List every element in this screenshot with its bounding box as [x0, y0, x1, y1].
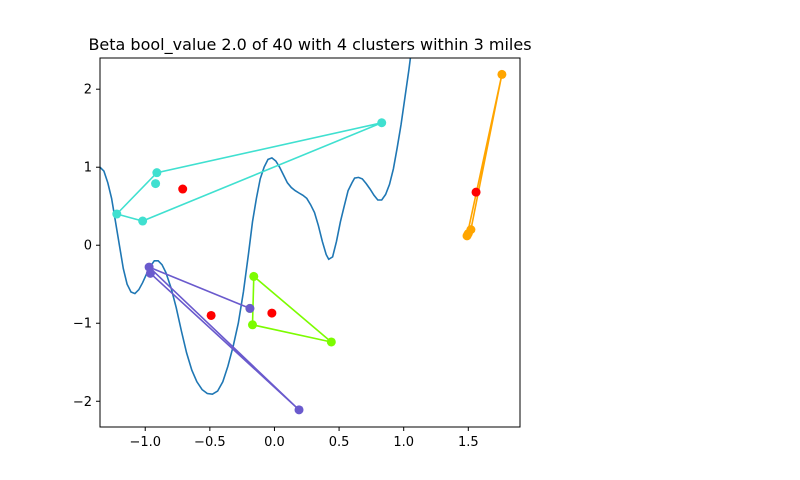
cluster-4-point-2: [145, 268, 155, 278]
cluster-1-centroid: [178, 184, 188, 194]
cluster-1-point-5: [151, 179, 161, 189]
y-tick-label-1: −1: [73, 317, 92, 332]
cluster-3-point-1: [249, 271, 259, 281]
plot-frame: [99, 57, 521, 428]
x-tick-label-4: 1.0: [393, 435, 414, 450]
cluster-1-point-1: [112, 209, 122, 219]
cluster-3-path: [251, 275, 332, 343]
cluster-2-path: [466, 74, 503, 237]
y-tick-label-3: 1: [84, 161, 92, 176]
y-tick-label-4: 2: [84, 83, 92, 98]
cluster-2-point-4: [463, 229, 473, 239]
x-tick-label-5: 1.5: [458, 435, 479, 450]
y-axis: −2 −1 0 1 2: [73, 83, 100, 410]
cluster-4-point-3: [294, 405, 304, 415]
x-tick-label-2: 0.0: [264, 435, 285, 450]
x-tick-label-0: −1.0: [129, 435, 161, 450]
cluster-4-point-4: [245, 303, 255, 313]
cluster-1-point-2: [152, 168, 162, 178]
y-tick-label-0: −2: [73, 395, 92, 410]
x-tick-label-1: −0.5: [194, 435, 226, 450]
cluster-3-centroid: [267, 308, 277, 318]
cluster-1-point-4: [138, 216, 148, 226]
cluster-1-point-3: [377, 118, 387, 128]
cluster-4-path: [148, 266, 300, 411]
chart-title: Beta bool_value 2.0 of 40 with 4 cluster…: [88, 35, 531, 55]
cluster-2-point-1: [497, 69, 507, 79]
plot-area: [100, 58, 507, 415]
cluster-4-path-extra: [148, 266, 251, 310]
cluster-3-point-2: [326, 337, 336, 347]
x-tick-label-3: 0.5: [329, 435, 350, 450]
x-axis: −1.0 −0.5 0.0 0.5 1.0 1.5: [129, 427, 479, 450]
cluster-2-centroid: [471, 187, 481, 197]
cluster-4-centroid: [206, 310, 216, 320]
cluster-3-point-3: [247, 320, 257, 330]
y-tick-label-2: 0: [84, 239, 92, 254]
